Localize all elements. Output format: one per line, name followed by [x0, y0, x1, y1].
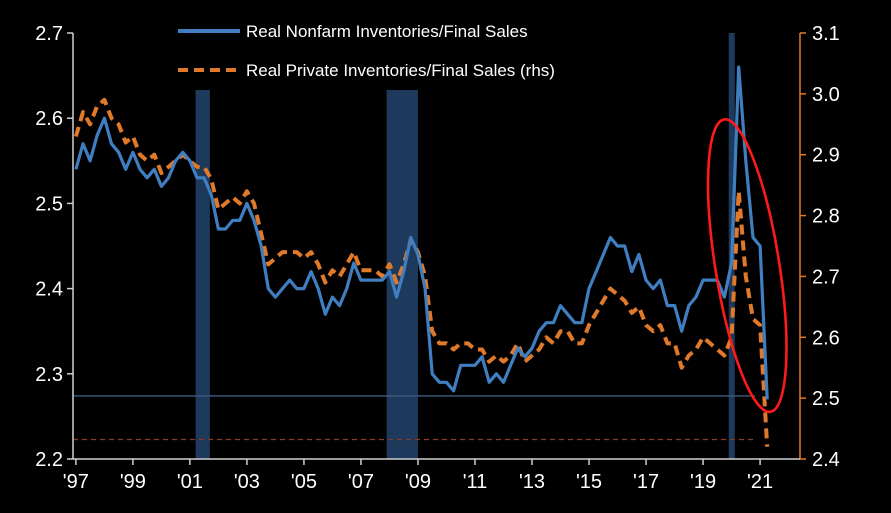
- right-tick-label-3: 2.8: [812, 206, 840, 228]
- right-tick-label-1: 3.0: [812, 84, 840, 106]
- legend: Real Nonfarm Inventories/Final Sales Rea…: [178, 22, 555, 80]
- left-tick-label-5: 2.2: [35, 449, 63, 471]
- right-tick-label-2: 2.9: [812, 145, 840, 167]
- series-line-nonfarm: [74, 65, 769, 400]
- legend-label-private: Real Private Inventories/Final Sales (rh…: [246, 61, 555, 80]
- left-tick-label-4: 2.3: [35, 364, 63, 386]
- x-tick-label-10: '17: [633, 471, 659, 493]
- x-tick-label-9: '15: [576, 471, 602, 493]
- x-tick-label-2: '01: [177, 471, 203, 493]
- x-tick-label-7: '11: [463, 471, 488, 493]
- x-tick-label-1: '99: [120, 471, 146, 493]
- x-tick-label-11: '19: [690, 471, 716, 493]
- x-tick-label-8: '13: [519, 471, 545, 493]
- left-tick-label-1: 2.6: [35, 108, 63, 130]
- axes: [72, 33, 801, 460]
- right-axis-ticks: 3.1 3.0 2.9 2.8 2.7 2.6 2.5 2.4: [800, 23, 840, 471]
- right-tick-label-6: 2.5: [812, 388, 840, 410]
- legend-label-nonfarm: Real Nonfarm Inventories/Final Sales: [246, 22, 528, 41]
- x-tick-label-4: '05: [291, 471, 317, 493]
- annotations: [706, 118, 788, 414]
- series-lines: [73, 65, 770, 447]
- right-tick-label-0: 3.1: [812, 23, 840, 45]
- highlight-ellipse: [706, 118, 788, 414]
- right-tick-label-5: 2.6: [812, 327, 840, 349]
- right-tick-label-7: 2.4: [812, 449, 840, 471]
- left-tick-label-3: 2.4: [35, 279, 63, 301]
- recession-bar-0: [195, 90, 210, 459]
- left-tick-label-0: 2.7: [35, 23, 63, 45]
- left-tick-label-2: 2.5: [35, 193, 63, 215]
- x-tick-label-12: '21: [747, 471, 773, 493]
- x-axis-ticks: '97 '99 '01 '03 '05 '07 '09 '11 '13 '15 '17 '19 '21: [63, 459, 773, 493]
- x-tick-label-0: '97: [63, 471, 89, 493]
- x-tick-label-3: '03: [234, 471, 260, 493]
- x-tick-label-6: '09: [405, 471, 431, 493]
- right-tick-label-4: 2.7: [812, 266, 840, 288]
- x-tick-label-5: '07: [348, 471, 374, 493]
- reference-lines: [73, 395, 755, 441]
- left-axis-ticks: 2.7 2.6 2.5 2.4 2.3 2.2: [35, 23, 73, 471]
- recession-bars: [195, 33, 735, 459]
